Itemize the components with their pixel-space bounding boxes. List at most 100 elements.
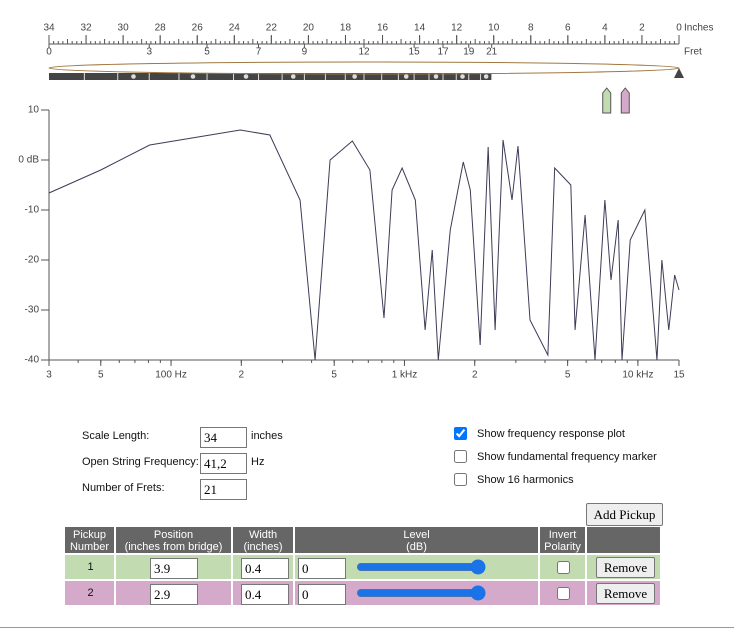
add-pickup-button[interactable]: Add Pickup bbox=[586, 503, 663, 526]
fret-tick-label: 3 bbox=[146, 47, 152, 58]
level-input[interactable] bbox=[298, 584, 346, 605]
x-tick-label: 100 Hz bbox=[155, 370, 187, 381]
x-tick-label: 1 kHz bbox=[392, 370, 418, 381]
x-tick-label: 5 bbox=[98, 370, 104, 381]
inch-tick-label: 24 bbox=[229, 23, 241, 34]
y-tick-label: -20 bbox=[25, 255, 40, 266]
setting-input[interactable] bbox=[200, 453, 247, 474]
inch-tick-label: 14 bbox=[414, 23, 426, 34]
x-tick-label: 15 bbox=[673, 370, 685, 381]
y-tick-label: 10 bbox=[28, 105, 40, 116]
fret-dot bbox=[131, 74, 136, 79]
level-input[interactable] bbox=[298, 558, 346, 579]
remove-button[interactable]: Remove bbox=[596, 557, 655, 578]
y-tick-label: 0 dB bbox=[18, 155, 39, 166]
setting-input[interactable] bbox=[200, 427, 247, 448]
table-header bbox=[587, 527, 662, 555]
header-text: Position bbox=[153, 529, 194, 541]
setting-label: Scale Length: bbox=[82, 430, 150, 442]
table-header: Width (inches) bbox=[233, 527, 295, 555]
option-label: Show 16 harmonics bbox=[477, 474, 574, 486]
inches-label: Inches bbox=[684, 23, 713, 34]
header-text: (inches from bridge) bbox=[124, 541, 223, 553]
fret-tick-label: 7 bbox=[256, 47, 262, 58]
inch-tick-label: 30 bbox=[118, 23, 130, 34]
fret-dot bbox=[352, 74, 357, 79]
x-tick-label: 2 bbox=[472, 370, 478, 381]
fret-tick-label: 19 bbox=[463, 47, 475, 58]
pickup-marker bbox=[602, 87, 612, 114]
y-tick-label: -10 bbox=[25, 205, 40, 216]
fret-dot bbox=[243, 74, 249, 79]
setting-unit: Hz bbox=[251, 456, 265, 468]
header-text: Invert bbox=[548, 529, 577, 541]
table-header: Invert Polarity bbox=[540, 527, 587, 555]
table-header: Level (dB) bbox=[295, 527, 540, 555]
fret-dot bbox=[460, 74, 465, 79]
response-curve bbox=[48, 129, 680, 361]
fret-dot bbox=[403, 74, 409, 79]
fret-label: Fret bbox=[684, 47, 702, 58]
fret-tick-label: 21 bbox=[486, 47, 498, 58]
header-text: (inches) bbox=[243, 541, 283, 553]
inch-tick-label: 18 bbox=[340, 23, 352, 34]
width-input[interactable] bbox=[241, 558, 289, 579]
header-text: (dB) bbox=[406, 541, 427, 553]
level-slider[interactable] bbox=[356, 559, 486, 575]
fret-dot bbox=[483, 74, 489, 79]
setting-unit: inches bbox=[251, 430, 283, 442]
fret-tick-label: 15 bbox=[409, 47, 421, 58]
x-tick-label: 5 bbox=[565, 370, 571, 381]
y-tick-label: -30 bbox=[25, 305, 40, 316]
option-label: Show frequency response plot bbox=[477, 428, 625, 440]
option-checkbox[interactable] bbox=[454, 450, 467, 463]
invert-checkbox[interactable] bbox=[557, 587, 570, 600]
header-text: Polarity bbox=[544, 541, 581, 553]
fret-tick-label: 9 bbox=[302, 47, 308, 58]
string bbox=[48, 61, 680, 75]
table-header: Pickup Number bbox=[65, 527, 116, 555]
x-tick-label: 10 kHz bbox=[622, 370, 653, 381]
table-header: Position (inches from bridge) bbox=[116, 527, 233, 555]
inch-tick-label: 8 bbox=[528, 23, 534, 34]
fret-tick-label: 17 bbox=[437, 47, 449, 58]
remove-button[interactable]: Remove bbox=[596, 583, 655, 604]
inch-tick-label: 2 bbox=[639, 23, 645, 34]
table-cell bbox=[65, 581, 116, 607]
fret-dot bbox=[190, 74, 196, 79]
setting-label: Open String Frequency: bbox=[82, 456, 199, 468]
fret-tick-label: 5 bbox=[204, 47, 210, 58]
header-text: Width bbox=[248, 529, 278, 541]
position-input[interactable] bbox=[150, 584, 198, 605]
fret-tick-label: 12 bbox=[358, 47, 370, 58]
table-cell bbox=[65, 555, 116, 581]
width-input[interactable] bbox=[241, 584, 289, 605]
bottom-rule bbox=[0, 627, 734, 628]
inch-tick-label: 20 bbox=[303, 23, 315, 34]
inch-tick-label: 34 bbox=[43, 23, 55, 34]
bridge bbox=[674, 68, 684, 78]
pickup-number: 2 bbox=[87, 587, 94, 599]
header-text: Level bbox=[403, 529, 430, 541]
inch-tick-label: 32 bbox=[80, 23, 92, 34]
fret-dot bbox=[290, 74, 296, 79]
level-slider[interactable] bbox=[356, 585, 486, 601]
inch-tick-label: 10 bbox=[488, 23, 500, 34]
inch-tick-label: 22 bbox=[266, 23, 278, 34]
x-tick-label: 5 bbox=[331, 370, 337, 381]
inch-tick-label: 26 bbox=[192, 23, 204, 34]
pickup-marker bbox=[620, 87, 630, 114]
position-input[interactable] bbox=[150, 558, 198, 579]
inch-tick-label: 16 bbox=[377, 23, 389, 34]
fretboard bbox=[49, 73, 492, 80]
header-text: Number bbox=[69, 541, 110, 553]
invert-checkbox[interactable] bbox=[557, 561, 570, 574]
inch-tick-label: 6 bbox=[565, 23, 571, 34]
y-tick-label: -40 bbox=[25, 355, 40, 366]
inch-tick-label: 4 bbox=[602, 23, 608, 34]
option-checkbox[interactable] bbox=[454, 427, 467, 440]
setting-input[interactable] bbox=[200, 479, 247, 500]
option-checkbox[interactable] bbox=[454, 473, 467, 486]
x-tick-label: 3 bbox=[46, 370, 52, 381]
